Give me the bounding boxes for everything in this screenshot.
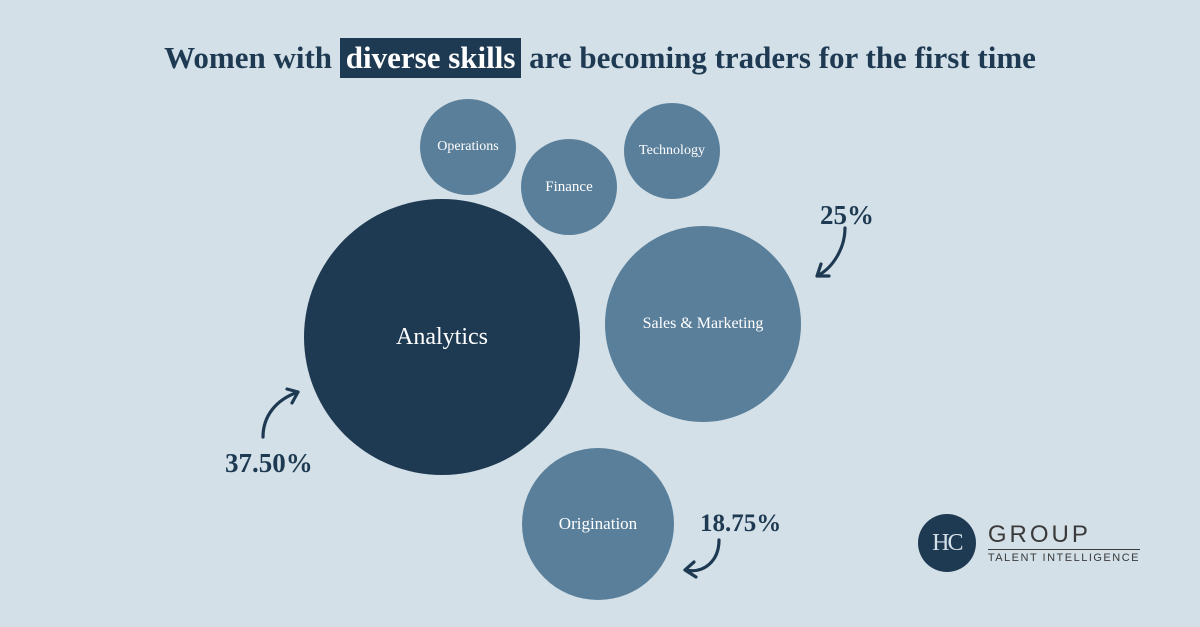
logo-text: GROUP TALENT INTELLIGENCE (988, 522, 1140, 563)
title-suffix: are becoming traders for the first time (521, 40, 1036, 75)
title-prefix: Women with (164, 40, 340, 75)
page-title: Women with diverse skills are becoming t… (0, 38, 1200, 78)
title-highlight: diverse skills (340, 38, 522, 78)
logo-main: GROUP (988, 522, 1140, 548)
logo: HC GROUP TALENT INTELLIGENCE (918, 514, 1140, 572)
bubble-sales-marketing: Sales & Marketing (605, 226, 801, 422)
bubble-technology: Technology (624, 103, 720, 199)
percent-label: 25% (820, 200, 874, 231)
bubble-finance: Finance (521, 139, 617, 235)
bubble-analytics: Analytics (304, 199, 580, 475)
arrow-icon (817, 228, 897, 308)
logo-badge: HC (918, 514, 976, 572)
logo-sub: TALENT INTELLIGENCE (988, 549, 1140, 564)
bubble-operations: Operations (420, 99, 516, 195)
bubble-origination: Origination (522, 448, 674, 600)
percent-label: 18.75% (700, 510, 781, 538)
arrow-icon (685, 540, 765, 620)
arrow-icon (263, 392, 343, 472)
